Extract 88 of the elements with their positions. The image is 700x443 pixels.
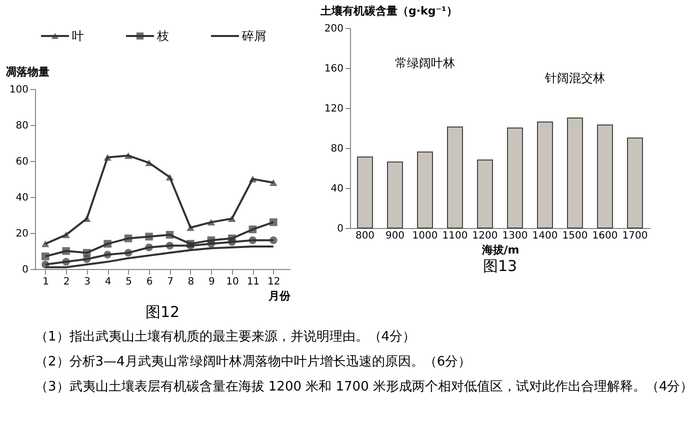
x-axis-title: 月份 xyxy=(268,290,292,302)
x-tick-label: 12 xyxy=(268,276,280,288)
x-tick-label: 10 xyxy=(226,276,239,288)
bar xyxy=(387,162,403,228)
point xyxy=(228,215,236,222)
x-tick-label: 1000 xyxy=(412,230,438,242)
x-tick-label: 800 xyxy=(355,230,375,242)
bar xyxy=(417,152,433,228)
bar xyxy=(447,126,463,228)
y-tick-label: 20 xyxy=(16,228,28,240)
y-tick-label: 200 xyxy=(324,24,344,34)
point xyxy=(270,236,278,244)
annotation: 常绿阔叶林 xyxy=(395,56,455,70)
y-tick-label: 100 xyxy=(9,84,28,96)
bar xyxy=(357,156,373,228)
x-tick-label: 1400 xyxy=(532,230,558,242)
legend-label: 叶 xyxy=(72,29,84,43)
y-tick-label: 0 xyxy=(337,224,344,234)
x-tick-label: 11 xyxy=(246,276,260,288)
text: 图12 xyxy=(145,303,180,321)
point xyxy=(104,250,112,258)
x-tick-label: 8 xyxy=(188,276,194,288)
point xyxy=(62,231,70,238)
x-tick-label: 5 xyxy=(126,276,132,288)
x-tick-label: 9 xyxy=(208,276,215,288)
point xyxy=(62,247,70,255)
text: 图13 xyxy=(482,257,518,275)
point xyxy=(248,176,257,182)
point xyxy=(145,232,153,240)
point xyxy=(228,234,236,242)
point xyxy=(124,248,132,257)
x-tick-label: 1200 xyxy=(472,230,498,242)
point xyxy=(270,179,278,186)
point xyxy=(104,240,112,248)
x-tick-label: 1 xyxy=(42,276,50,288)
text: （2）分析3—4月武夷山常绿阔叶林凋落物中叶片增长迅速的原因。（6分） xyxy=(35,354,472,370)
point xyxy=(207,218,216,226)
point xyxy=(62,258,70,266)
point xyxy=(41,252,50,260)
bar xyxy=(567,118,583,228)
point xyxy=(207,236,216,244)
x-tick-label: 3 xyxy=(84,276,91,288)
y-tick-label: 160 xyxy=(324,64,344,74)
bar xyxy=(537,122,553,228)
y-tick-label: 0 xyxy=(22,264,28,276)
y-tick-label: 40 xyxy=(16,192,28,204)
point xyxy=(104,154,112,161)
bar xyxy=(597,124,613,228)
x-tick-label: 1100 xyxy=(442,230,468,242)
point xyxy=(248,226,257,234)
x-tick-label: 1500 xyxy=(562,230,588,242)
y-tick-label: 80 xyxy=(16,120,28,132)
bar xyxy=(627,138,643,228)
point xyxy=(166,174,174,181)
y-tick-label: 40 xyxy=(330,184,344,194)
legend-label: 枝 xyxy=(156,29,169,43)
x-tick-label: 7 xyxy=(167,276,174,288)
point xyxy=(41,240,50,248)
x-tick-label: 6 xyxy=(146,276,153,288)
point xyxy=(145,244,153,252)
y-axis-title: 土壤有机碳含量（g·kg⁻¹） xyxy=(320,4,458,18)
point xyxy=(82,248,91,257)
x-tick-label: 900 xyxy=(385,230,405,242)
point xyxy=(270,218,278,226)
point xyxy=(166,230,174,239)
bar xyxy=(477,160,493,228)
text: （3）武夷山土壤表层有机碳含量在海拔 1200 米和 1700 米形成两个相对低值区，试对此作出合理解释。（4分） xyxy=(35,380,694,394)
point xyxy=(145,159,153,166)
x-tick-label: 1600 xyxy=(592,230,618,242)
legend-label: 碎屑 xyxy=(241,29,266,43)
bar xyxy=(507,128,523,228)
y-tick-label: 60 xyxy=(16,156,28,168)
x-axis-title: 海拔/m xyxy=(480,244,520,256)
x-tick-label: 1300 xyxy=(502,230,528,242)
point xyxy=(41,260,50,268)
x-tick-label: 1700 xyxy=(622,230,648,242)
y-tick-label: 120 xyxy=(324,104,344,114)
y-axis-title: 凋落物量 xyxy=(6,66,50,78)
x-tick-label: 2 xyxy=(63,276,70,288)
point xyxy=(166,242,174,250)
point xyxy=(124,234,132,242)
point xyxy=(124,152,132,159)
y-tick-label: 80 xyxy=(330,144,344,154)
point xyxy=(248,236,257,244)
point xyxy=(186,224,194,231)
x-tick-label: 4 xyxy=(104,276,112,288)
text: （1）指出武夷山土壤有机质的最主要来源，并说明理由。（4分） xyxy=(35,328,416,344)
annotation: 针阔混交林 xyxy=(544,71,605,85)
